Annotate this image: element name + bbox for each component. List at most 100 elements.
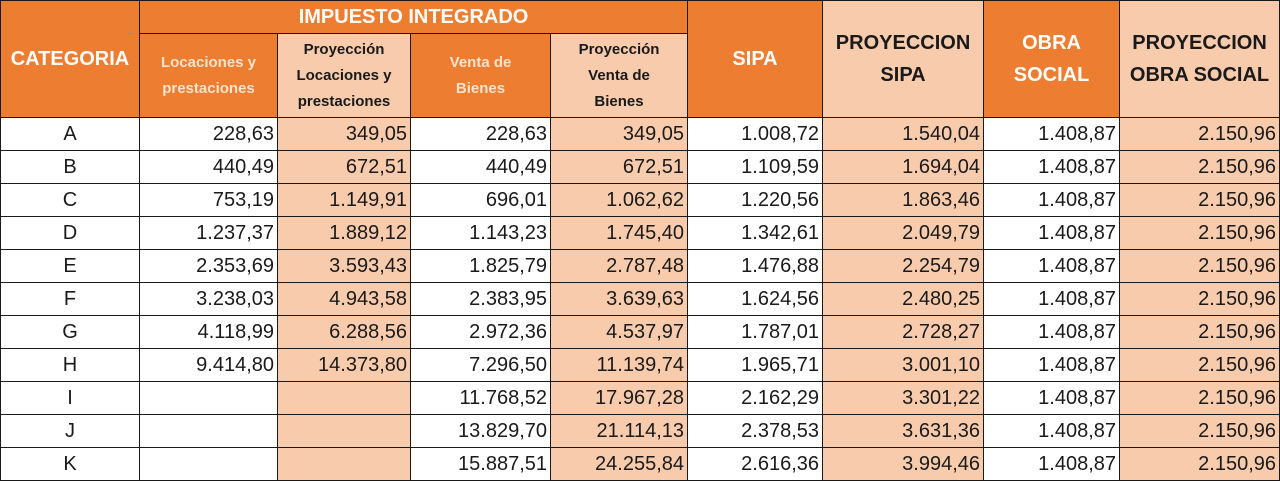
value-cell: 14.373,80 [277,348,411,382]
value-cell: 3.639,63 [549,282,689,316]
value-cell: 1.408,87 [983,348,1121,382]
value-cell: 2.254,79 [822,249,985,283]
value-cell: 1.062,62 [549,183,689,217]
value-cell: 2.383,95 [410,282,551,316]
table-body: A 228,63 349,05 228,63 349,05 1.008,72 1.540,0… [0,117,1280,481]
value-cell: 1.965,71 [687,348,824,382]
value-cell: 696,01 [410,183,551,217]
value-cell: 1.149,91 [277,183,411,217]
value-cell: 2.049,79 [822,216,985,250]
category-cell: A [0,117,140,151]
value-cell: 4.943,58 [277,282,411,316]
value-cell: 1.220,56 [687,183,824,217]
value-cell: 1.109,59 [687,150,824,184]
category-cell: G [0,315,140,349]
table-row: J 13.829,70 21.114,13 2.378,53 3.631,36 1.408… [0,414,1280,448]
value-cell: 3.301,22 [822,381,985,415]
table-row: C 753,19 1.149,91 696,01 1.062,62 1.220,56 1.8… [0,183,1280,217]
value-cell: 1.408,87 [983,315,1121,349]
header-sipa: SIPA [687,0,824,118]
table-row: F 3.238,03 4.943,58 2.383,95 3.639,63 1.624,5… [0,282,1280,316]
value-cell: 7.296,50 [410,348,551,382]
value-cell: 2.150,96 [1119,150,1280,184]
value-cell: 2.378,53 [687,414,824,448]
value-cell: 3.631,36 [822,414,985,448]
value-cell: 2.162,29 [687,381,824,415]
value-cell: 1.863,46 [822,183,985,217]
value-cell: 2.150,96 [1119,216,1280,250]
value-cell: 753,19 [139,183,278,217]
value-cell: 1.408,87 [983,447,1121,481]
value-cell: 2.150,96 [1119,183,1280,217]
category-cell: K [0,447,140,481]
header-obra-social: OBRA SOCIAL [983,0,1121,118]
value-cell: 17.967,28 [549,381,689,415]
header-venta-bienes: Venta de Bienes [410,33,551,118]
value-cell: 1.237,37 [139,216,278,250]
value-cell: 1.342,61 [687,216,824,250]
value-cell: 2.616,36 [687,447,824,481]
value-cell: 24.255,84 [549,447,689,481]
value-cell: 3.994,46 [822,447,985,481]
value-cell: 1.408,87 [983,414,1121,448]
header-proyeccion-sipa: PROYECCION SIPA [822,0,985,118]
value-cell: 1.408,87 [983,150,1121,184]
value-cell: 2.150,96 [1119,348,1280,382]
value-cell: 3.001,10 [822,348,985,382]
value-cell: 672,51 [277,150,411,184]
value-cell: 4.537,97 [549,315,689,349]
value-cell: 2.480,25 [822,282,985,316]
table-row: K 15.887,51 24.255,84 2.616,36 3.994,46 1.408… [0,447,1280,481]
value-cell: 1.825,79 [410,249,551,283]
value-cell: 1.745,40 [549,216,689,250]
table-row: D 1.237,37 1.889,12 1.143,23 1.745,40 1.342,6… [0,216,1280,250]
value-cell: 2.150,96 [1119,381,1280,415]
value-cell: 1.408,87 [983,216,1121,250]
value-cell: 1.008,72 [687,117,824,151]
value-cell: 1.408,87 [983,249,1121,283]
value-cell: 349,05 [277,117,411,151]
category-cell: C [0,183,140,217]
value-cell: 2.150,96 [1119,249,1280,283]
value-cell: 2.150,96 [1119,315,1280,349]
value-cell: 1.408,87 [983,183,1121,217]
header-proyeccion-venta-bienes: Proyección Venta de Bienes [549,33,689,118]
value-cell: 349,05 [549,117,689,151]
value-cell: 15.887,51 [410,447,551,481]
value-cell: 1.540,04 [822,117,985,151]
table-row: A 228,63 349,05 228,63 349,05 1.008,72 1.540,0… [0,117,1280,151]
value-cell: 13.829,70 [410,414,551,448]
value-cell: 11.768,52 [410,381,551,415]
value-cell: 1.787,01 [687,315,824,349]
value-cell: 1.408,87 [983,381,1121,415]
value-cell: 1.408,87 [983,282,1121,316]
table-row: E 2.353,69 3.593,43 1.825,79 2.787,48 1.476,8… [0,249,1280,283]
table-row: H 9.414,80 14.373,80 7.296,50 11.139,74 1.965… [0,348,1280,382]
value-cell: 1.694,04 [822,150,985,184]
value-cell: 440,49 [410,150,551,184]
value-cell: 1.624,56 [687,282,824,316]
table-row: I 11.768,52 17.967,28 2.162,29 3.301,22 1.408… [0,381,1280,415]
category-cell: J [0,414,140,448]
value-cell: 2.787,48 [549,249,689,283]
category-cell: D [0,216,140,250]
value-cell: 228,63 [410,117,551,151]
value-cell: 11.139,74 [549,348,689,382]
value-cell: 2.150,96 [1119,117,1280,151]
value-cell: 2.150,96 [1119,282,1280,316]
value-cell [139,381,278,415]
category-cell: E [0,249,140,283]
value-cell: 2.150,96 [1119,414,1280,448]
category-cell: B [0,150,140,184]
value-cell: 2.728,27 [822,315,985,349]
value-cell [277,447,411,481]
header-locaciones: Locaciones y prestaciones [139,33,278,118]
value-cell: 672,51 [549,150,689,184]
value-cell: 3.238,03 [139,282,278,316]
header-impuesto-integrado: IMPUESTO INTEGRADO [138,0,689,34]
table-row: B 440,49 672,51 440,49 672,51 1.109,59 1.694,0… [0,150,1280,184]
category-cell: F [0,282,140,316]
category-cell: H [0,348,140,382]
value-cell: 1.889,12 [277,216,411,250]
